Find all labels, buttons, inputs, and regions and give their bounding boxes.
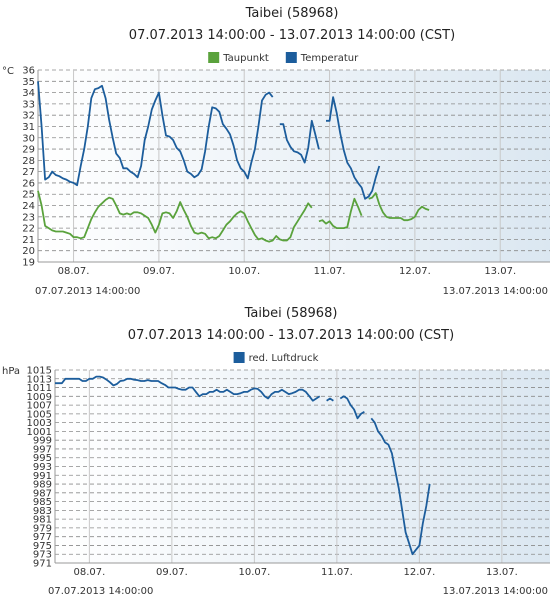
y-tick-label: 987 (33, 488, 52, 499)
x-tick-label: 11.07. (321, 567, 353, 578)
y-tick-label: 19 (22, 258, 35, 269)
legend-label-0: red. Luftdruck (249, 353, 319, 364)
y-tick-label: 26 (22, 178, 35, 189)
y-tick-label: 1015 (27, 366, 52, 377)
legend-label-1: Temperatur (300, 53, 359, 64)
x-tick-label: 12.07. (399, 266, 431, 277)
x-tick-label: 11.07. (314, 266, 346, 277)
x-tick-label: 09.07. (156, 567, 188, 578)
y-tick-label: 993 (33, 462, 52, 473)
y-tick-label: 1003 (27, 418, 52, 429)
legend-swatch-0 (208, 52, 220, 63)
y-tick-label: 33 (22, 99, 35, 110)
y-tick-label: 29 (22, 145, 35, 156)
y-tick-label: 973 (33, 550, 52, 561)
range-end-label: 13.07.2013 14:00:00 (443, 286, 548, 297)
x-tick-label: 10.07. (238, 567, 270, 578)
y-tick-label: 28 (22, 156, 35, 167)
y-tick-label: 30 (22, 133, 35, 144)
y-tick-label: 23 (22, 212, 35, 223)
chart-title: Taibei (58968) (244, 306, 338, 321)
legend: red. Luftdruck (233, 352, 319, 364)
y-tick-label: 25 (22, 190, 35, 201)
series-line-0 (37, 190, 430, 243)
plot-background (38, 70, 550, 262)
y-tick-label: 36 (22, 66, 35, 77)
y-tick-label: 989 (33, 480, 52, 491)
y-tick-label: 999 (33, 436, 52, 447)
y-tick-label: 31 (22, 122, 35, 133)
y-tick-label: 991 (33, 471, 52, 482)
y-tick-label: 27 (22, 167, 35, 178)
y-tick-label: 20 (22, 246, 35, 257)
pressure-chart-svg: Taibei (58968) 07.07.2013 14:00:00 - 13.… (2, 306, 550, 597)
y-tick-label: 995 (33, 453, 52, 464)
legend-label-0: Taupunkt (222, 53, 269, 64)
chart-subtitle: 07.07.2013 14:00:00 - 13.07.2013 14:00:0… (128, 328, 454, 343)
temperature-chart: Taibei (58968) 07.07.2013 14:00:00 - 13.… (2, 6, 550, 297)
x-tick-label: 08.07. (58, 266, 90, 277)
x-tick-label: 13.07. (484, 266, 516, 277)
x-tick-label: 13.07. (486, 567, 518, 578)
y-axis-unit: hPa (2, 366, 20, 377)
y-tick-label: 32 (22, 111, 35, 122)
legend-swatch-0 (233, 352, 245, 363)
legend-swatch-1 (285, 52, 297, 63)
y-tick-label: 971 (33, 559, 52, 570)
range-start-label: 07.07.2013 14:00:00 (48, 586, 153, 597)
x-tick-label: 10.07. (228, 266, 260, 277)
y-tick-label: 997 (33, 444, 52, 455)
y-tick-label: 1001 (27, 427, 52, 438)
chart-title: Taibei (58968) (245, 6, 339, 21)
series-line-0 (55, 375, 431, 556)
y-tick-label: 981 (33, 515, 52, 526)
range-end-label: 13.07.2013 14:00:00 (443, 586, 548, 597)
x-tick-label: 09.07. (143, 266, 175, 277)
legend: Taupunkt Temperatur (208, 52, 359, 64)
y-tick-label: 977 (33, 532, 52, 543)
range-start-label: 07.07.2013 14:00:00 (35, 286, 140, 297)
plot-area: 9719739759779799819839859879899919939959… (27, 366, 550, 578)
y-tick-label: 1005 (27, 409, 52, 420)
y-tick-label: 979 (33, 523, 52, 534)
series-line-1 (37, 81, 381, 200)
y-tick-label: 983 (33, 506, 52, 517)
x-tick-label: 08.07. (73, 567, 105, 578)
y-axis-unit: °C (2, 66, 14, 77)
y-tick-label: 22 (22, 224, 35, 235)
y-tick-label: 1009 (27, 392, 52, 403)
y-tick-label: 985 (33, 497, 52, 508)
pressure-chart: Taibei (58968) 07.07.2013 14:00:00 - 13.… (0, 300, 555, 600)
y-tick-label: 975 (33, 541, 52, 552)
y-tick-label: 35 (22, 77, 35, 88)
y-tick-label: 1011 (27, 383, 52, 394)
y-tick-label: 1007 (27, 401, 52, 412)
y-tick-label: 24 (22, 201, 35, 212)
x-tick-label: 12.07. (403, 567, 435, 578)
temperature-chart-svg: Taibei (58968) 07.07.2013 14:00:00 - 13.… (2, 6, 550, 297)
y-tick-label: 21 (22, 235, 35, 246)
chart-subtitle: 07.07.2013 14:00:00 - 13.07.2013 14:00:0… (129, 28, 455, 43)
y-tick-label: 1013 (27, 374, 52, 385)
y-tick-label: 34 (22, 88, 35, 99)
